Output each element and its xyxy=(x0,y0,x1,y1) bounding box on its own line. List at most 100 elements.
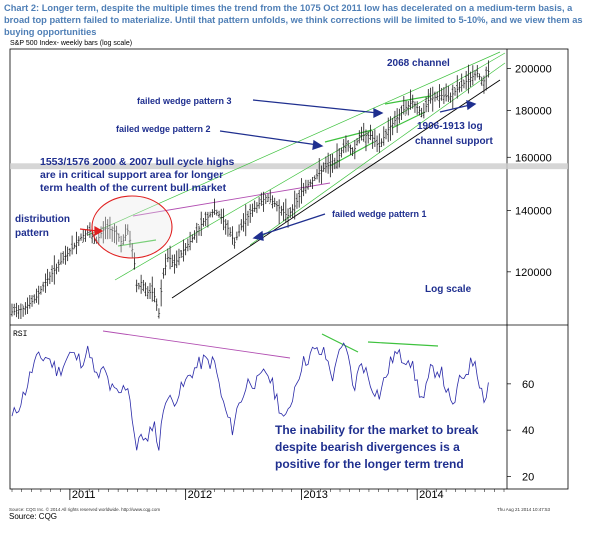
price-bar xyxy=(411,94,414,109)
footer-copyright: Source: CQG Inc. © 2014 All rights reser… xyxy=(9,507,161,512)
price-bar xyxy=(251,203,254,217)
price-bar xyxy=(244,204,247,237)
source-label: Source: CQG xyxy=(9,512,58,521)
wedge-3-upper xyxy=(384,95,431,105)
price-tick-label: 180000 xyxy=(515,105,552,117)
price-bar xyxy=(126,224,129,235)
footer-timestamp: Thu Aug 21 2014 10:47:53 xyxy=(497,507,551,512)
label-channel-support-1: 1906-1913 log xyxy=(417,121,483,132)
x-tick-label: 2013 xyxy=(303,489,327,501)
label-failed-wedge-1: failed wedge pattern 1 xyxy=(332,209,427,219)
price-bar xyxy=(113,223,116,244)
price-bar xyxy=(157,308,161,319)
x-axis: 2011 2012 2013 2014 xyxy=(11,489,505,501)
price-bar xyxy=(458,81,461,93)
rsi-divergence-green-2 xyxy=(367,341,439,347)
price-bar xyxy=(382,126,385,146)
price-bar xyxy=(153,287,156,303)
price-bar xyxy=(418,105,421,116)
price-bar xyxy=(269,189,272,205)
price-bar xyxy=(286,208,290,228)
price-bar xyxy=(331,153,334,173)
price-bar xyxy=(366,131,370,144)
price-bar xyxy=(217,210,221,218)
distribution-arrow xyxy=(79,225,104,237)
price-bar xyxy=(173,254,176,274)
price-bar xyxy=(44,273,47,293)
arrow-wedge-3 xyxy=(252,99,379,114)
price-bar xyxy=(413,101,417,113)
price-bar xyxy=(155,298,158,311)
label-channel-support-2: channel support xyxy=(415,136,493,147)
price-bar xyxy=(144,282,147,297)
annotation-arrows xyxy=(219,99,477,241)
price-bar xyxy=(451,84,454,109)
price-bar xyxy=(246,210,250,226)
price-bar xyxy=(249,204,252,223)
label-2068-channel: 2068 channel xyxy=(387,58,450,69)
price-tick-label: 140000 xyxy=(515,205,552,217)
price-bar xyxy=(295,193,299,209)
price-bar xyxy=(257,197,261,209)
price-bar xyxy=(464,70,468,90)
price-bar xyxy=(389,116,392,141)
price-bar xyxy=(184,243,187,256)
price-bar xyxy=(55,263,58,275)
price-bar xyxy=(119,235,123,253)
rsi-title: RSI xyxy=(13,330,27,339)
arrow-head-channel-support xyxy=(466,100,477,111)
price-bar xyxy=(409,89,412,110)
price-bar xyxy=(197,224,201,236)
price-bar xyxy=(349,144,352,155)
price-bar xyxy=(346,140,350,152)
price-bar xyxy=(175,250,178,269)
price-bar xyxy=(449,92,452,103)
price-bar xyxy=(142,279,145,292)
rsi-axis: 20 40 60 xyxy=(507,379,534,483)
price-bar xyxy=(309,179,312,187)
rsi-divergence-lines xyxy=(102,330,439,359)
price-bar xyxy=(364,129,368,152)
price-bar xyxy=(41,281,45,292)
price-bar xyxy=(329,154,332,178)
chart-caption: Chart 2: Longer term, despite the multip… xyxy=(4,3,583,37)
price-bar xyxy=(271,195,274,209)
price-bar xyxy=(19,303,23,319)
price-bar xyxy=(469,71,472,87)
price-tick-label: 200000 xyxy=(515,63,552,75)
price-bar xyxy=(191,234,194,243)
price-bar xyxy=(442,87,446,104)
price-bar xyxy=(233,237,236,249)
price-bar xyxy=(462,79,466,89)
price-bar xyxy=(237,224,241,237)
price-bar xyxy=(75,231,78,255)
price-bar xyxy=(162,268,165,279)
arrow-channel-support xyxy=(439,104,471,113)
price-bar xyxy=(168,245,172,270)
price-bar xyxy=(324,156,328,173)
rsi-note-2: despite bearish divergences is a xyxy=(275,440,460,454)
channel-line-upper xyxy=(87,51,501,236)
price-bar xyxy=(433,91,437,102)
price-bar xyxy=(206,211,210,228)
price-bar xyxy=(255,202,259,214)
rsi-tick-label: 40 xyxy=(522,425,534,437)
price-bar xyxy=(124,224,127,241)
wedge-2-upper xyxy=(324,129,373,143)
label-distribution-1: distribution xyxy=(15,214,70,225)
price-bar xyxy=(473,70,477,81)
price-bar xyxy=(117,233,121,242)
label-bull-highs-1: 1553/1576 2000 & 2007 bull cycle highs xyxy=(40,156,235,168)
price-bar xyxy=(24,302,27,315)
price-bar xyxy=(353,140,357,160)
price-tick-label: 120000 xyxy=(515,267,552,279)
price-bar xyxy=(73,242,76,250)
distribution-arrow-line xyxy=(79,228,98,232)
price-bar xyxy=(59,252,63,265)
price-bar xyxy=(128,230,132,248)
price-bar xyxy=(297,189,301,208)
price-bar xyxy=(373,129,377,147)
price-bar xyxy=(104,216,107,240)
price-bar xyxy=(84,229,87,242)
price-bar xyxy=(186,238,190,252)
